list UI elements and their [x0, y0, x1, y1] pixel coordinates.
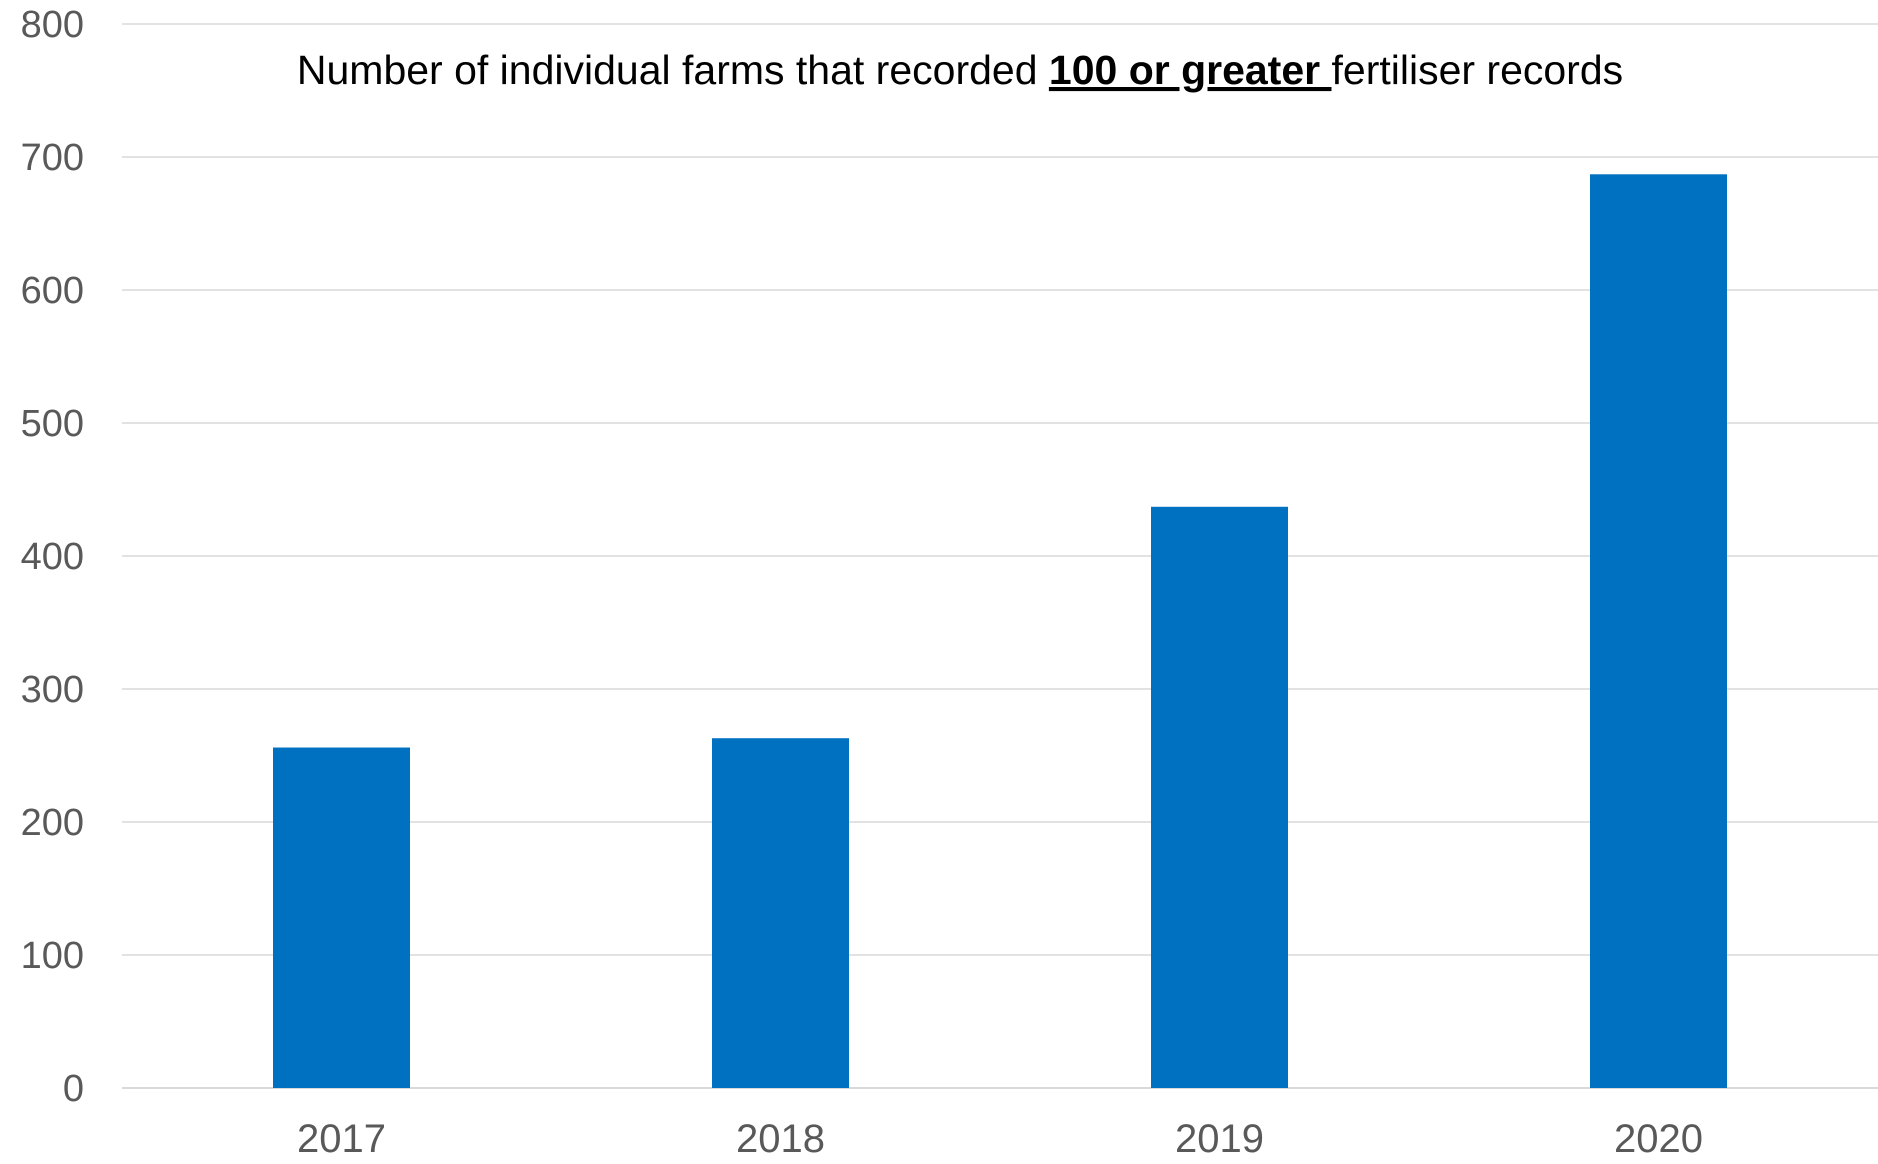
x-category-label: 2019 [1175, 1117, 1264, 1161]
bar-2020 [1590, 174, 1727, 1089]
y-tick-label: 0 [63, 1068, 84, 1110]
y-tick-label: 400 [21, 536, 84, 578]
y-tick-label: 100 [21, 935, 84, 977]
x-category-label: 2020 [1614, 1117, 1703, 1161]
bars [273, 174, 1727, 1089]
chart-title-suffix: fertiliser records [1332, 47, 1624, 93]
chart-title-emphasis: 100 or greater [1049, 47, 1332, 93]
y-tick-label: 600 [21, 270, 84, 312]
y-tick-label: 200 [21, 802, 84, 844]
bar-2017 [273, 747, 410, 1088]
y-axis-tick-labels: 0 100 200 300 400 500 600 700 800 [21, 4, 84, 1110]
x-category-label: 2017 [297, 1117, 386, 1161]
y-tick-label: 300 [21, 669, 84, 711]
bar-2018 [712, 738, 849, 1088]
y-tick-label: 700 [21, 137, 84, 179]
gridlines [122, 23, 1878, 1089]
x-category-label: 2018 [736, 1117, 825, 1161]
x-axis-category-labels: 2017 2018 2019 2020 [297, 1117, 1703, 1161]
bar-2019 [1151, 506, 1288, 1088]
chart-title-prefix: Number of individual farms that recorded [297, 47, 1049, 93]
y-tick-label: 500 [21, 403, 84, 445]
chart-title: Number of individual farms that recorded… [297, 47, 1623, 93]
y-tick-label: 800 [21, 4, 84, 46]
